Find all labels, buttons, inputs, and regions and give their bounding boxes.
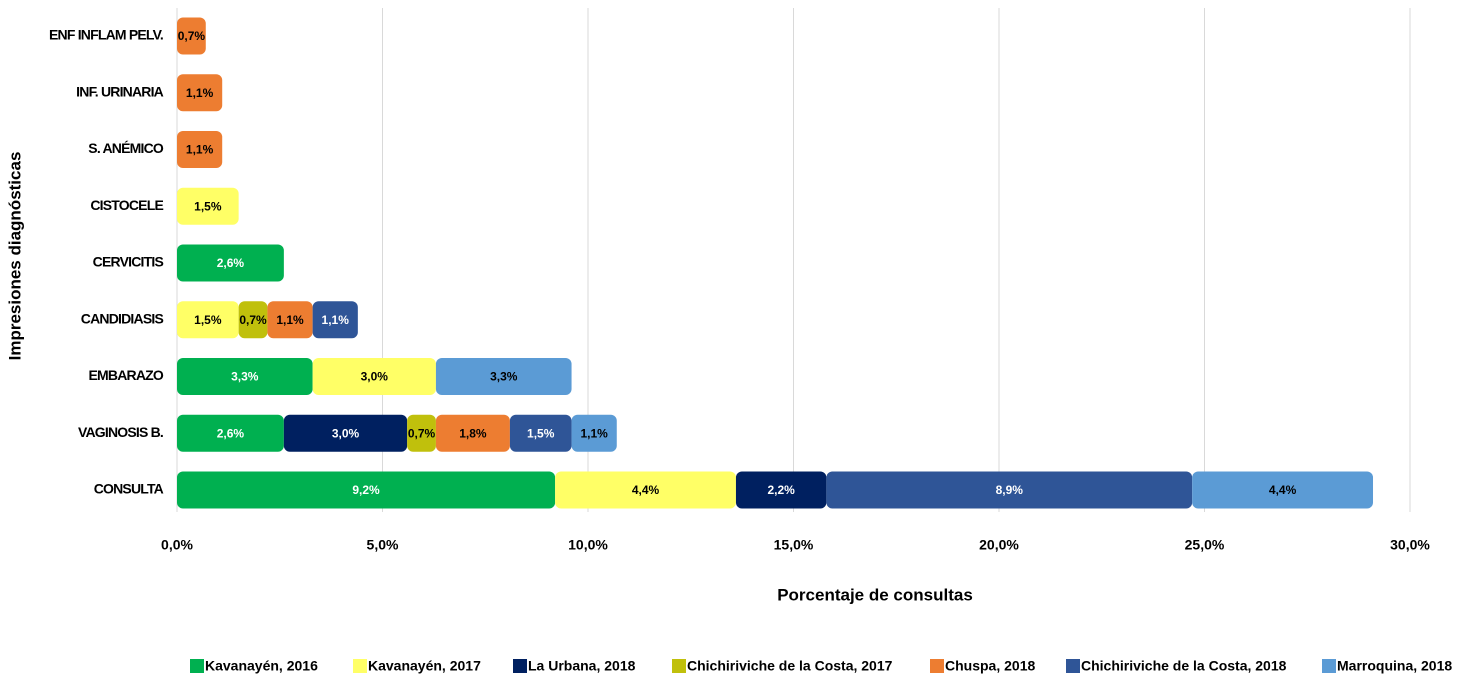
legend-swatch	[1066, 659, 1080, 673]
x-tick-label: 15,0%	[774, 537, 814, 553]
x-tick-label: 0,0%	[161, 537, 193, 553]
data-label: 9,2%	[352, 483, 380, 497]
data-label: 1,1%	[580, 426, 608, 440]
bar-segment	[509, 414, 572, 452]
legend-label: Kavanayén, 2016	[205, 658, 318, 674]
legend-label: Chichiriviche de la Costa, 2018	[1081, 658, 1287, 674]
bar-segment	[826, 471, 1193, 509]
bar-segment	[238, 301, 268, 339]
y-tick-label: VAGINOSIS B.	[78, 424, 163, 440]
data-label: 8,9%	[996, 483, 1024, 497]
bar-segment	[735, 471, 827, 509]
bar-segment	[435, 358, 572, 395]
data-label: 0,7%	[178, 29, 206, 43]
bar-segment	[177, 187, 239, 225]
data-label: 1,1%	[322, 313, 350, 327]
y-tick-label: INF. URINARIA	[76, 83, 164, 99]
bar-segment	[177, 131, 223, 168]
bar-segment	[177, 244, 284, 282]
data-label: 3,3%	[231, 370, 259, 384]
bar-segment	[555, 471, 736, 509]
data-label: 1,5%	[194, 199, 222, 213]
x-tick-label: 25,0%	[1185, 537, 1225, 553]
bar-segment	[177, 301, 239, 339]
data-label: 1,8%	[459, 426, 487, 440]
data-label: 2,6%	[217, 426, 245, 440]
data-label: 0,7%	[239, 313, 267, 327]
data-label: 1,1%	[186, 86, 214, 100]
bar-segment	[435, 414, 510, 452]
bar-segment	[177, 17, 206, 55]
bar-segment	[407, 414, 436, 452]
y-axis-title: Impresiones diagnósticas	[5, 152, 24, 361]
data-label: 1,5%	[194, 313, 222, 327]
x-tick-label: 10,0%	[568, 537, 608, 553]
y-tick-label: CISTOCELE	[90, 197, 163, 213]
legend-swatch	[190, 659, 204, 673]
data-label: 2,2%	[767, 483, 795, 497]
data-label: 3,3%	[490, 370, 518, 384]
y-tick-label: EMBARAZO	[89, 367, 164, 383]
data-label: 2,6%	[217, 256, 245, 270]
x-tick-label: 30,0%	[1390, 537, 1430, 553]
legend-swatch	[513, 659, 527, 673]
bar-segment	[177, 471, 556, 509]
bar-segment	[267, 301, 313, 339]
legend-swatch	[353, 659, 367, 673]
y-tick-label: ENF INFLAM PELV.	[49, 27, 163, 43]
y-tick-label: CERVICITIS	[93, 254, 164, 270]
y-tick-label: CONSULTA	[94, 481, 164, 497]
bar-segment	[177, 414, 284, 452]
data-label: 1,1%	[186, 143, 214, 157]
legend-swatch	[930, 659, 944, 673]
legend-label: Chuspa, 2018	[945, 658, 1035, 674]
legend-label: La Urbana, 2018	[528, 658, 636, 674]
x-axis-title: Porcentaje de consultas	[777, 585, 973, 604]
data-label: 0,7%	[408, 426, 436, 440]
bar-segment	[571, 414, 617, 452]
bar-segment	[1192, 471, 1374, 509]
data-label: 4,4%	[632, 483, 660, 497]
data-label: 3,0%	[332, 426, 360, 440]
x-tick-label: 5,0%	[367, 537, 399, 553]
bar-segment	[177, 358, 313, 395]
y-tick-label: CANDIDIASIS	[81, 310, 164, 326]
bar-segment	[312, 301, 358, 339]
legend-swatch	[672, 659, 686, 673]
bar-segment	[177, 74, 223, 112]
y-tick-label: S. ANÉMICO	[88, 140, 164, 156]
data-label: 4,4%	[1269, 483, 1297, 497]
bar-segment	[283, 414, 408, 452]
legend-label: Chichiriviche de la Costa, 2017	[687, 658, 893, 674]
data-label: 1,1%	[276, 313, 304, 327]
legend-label: Marroquina, 2018	[1337, 658, 1452, 674]
legend-swatch	[1322, 659, 1336, 673]
data-label: 1,5%	[527, 426, 555, 440]
x-tick-label: 20,0%	[979, 537, 1019, 553]
legend-label: Kavanayén, 2017	[368, 658, 481, 674]
bar-segment	[312, 358, 436, 395]
data-label: 3,0%	[361, 370, 389, 384]
